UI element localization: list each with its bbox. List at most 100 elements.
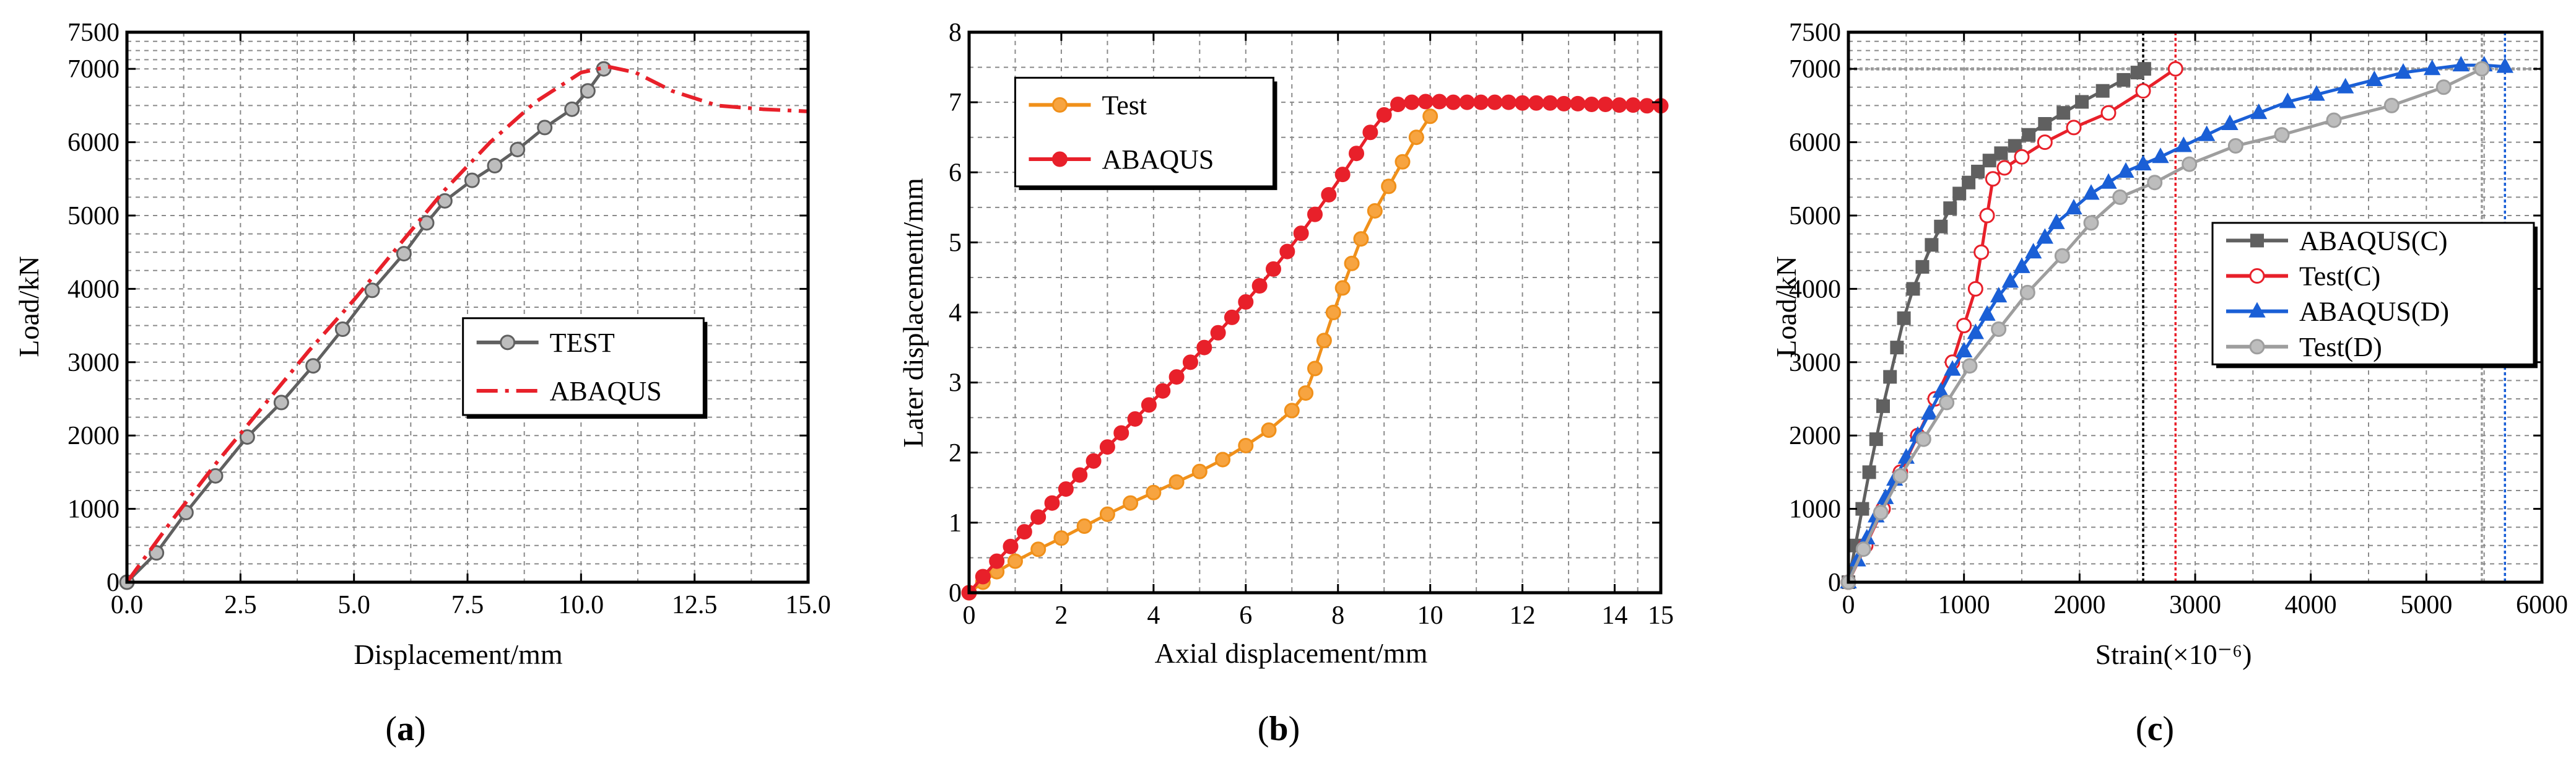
panel-b-y-tick-label: 7 bbox=[949, 89, 962, 117]
panel-a-series-line bbox=[125, 64, 809, 583]
panel-a-tag: (a) bbox=[385, 710, 425, 748]
panel-b-data-point bbox=[1390, 97, 1406, 113]
panel-c-data-point bbox=[2038, 117, 2052, 131]
panel-a-legend-label: TEST bbox=[550, 328, 615, 358]
panel-b-data-point bbox=[1210, 325, 1226, 341]
panel-b-data-point bbox=[1196, 339, 1212, 356]
panel-b-y-tick-label: 6 bbox=[949, 159, 962, 187]
panel-b-data-point bbox=[1076, 518, 1092, 535]
panel-c-data-point bbox=[2082, 184, 2100, 200]
panel-c-data-point bbox=[2221, 114, 2239, 130]
panel-c-data-point bbox=[2048, 213, 2065, 229]
panel-b-data-point bbox=[1072, 467, 1088, 483]
panel-a-data-point bbox=[334, 321, 350, 338]
panel-a-y-tick-label: 7000 bbox=[67, 55, 120, 84]
panel-b-data-point bbox=[1408, 129, 1424, 146]
panel-b-data-point bbox=[1146, 484, 1162, 500]
panel-b-data-point bbox=[1086, 453, 1102, 469]
panel-c-chart: 0 1000 2000 3000 4000 5000 6000 0 1000 2000 3000 40… bbox=[1770, 19, 2568, 748]
panel-c-tag-letter: c bbox=[2147, 710, 2163, 748]
panel-b-data-point bbox=[1053, 530, 1069, 546]
panel-c-x-tick-label: 6000 bbox=[2516, 591, 2568, 619]
panel-b-x-tick-label: 12 bbox=[1510, 601, 1536, 630]
panel-b-data-point bbox=[1265, 261, 1281, 277]
panel-c-y-tick-label: 1000 bbox=[1789, 495, 1841, 524]
panel-a-x-tick-label: 12.5 bbox=[672, 591, 718, 619]
panel-c-data-point bbox=[2024, 243, 2042, 259]
panel-a-axes: 0.0 2.5 5.0 7.5 10.0 12.5 15.0 0 1000 2000 3000 400… bbox=[67, 19, 831, 619]
panel-c-y-tick-label: 6000 bbox=[1789, 129, 1841, 157]
panel-b-data-point bbox=[1307, 360, 1323, 377]
panel-b-data-point bbox=[1515, 95, 1531, 111]
panel-c-legend-label: Test(D) bbox=[2299, 332, 2382, 362]
panel-c-data-point bbox=[1876, 399, 1890, 413]
panel-b-data-point bbox=[1528, 95, 1544, 111]
panel-b-legend-box bbox=[1014, 77, 1274, 188]
panel-c-data-point bbox=[2100, 105, 2117, 121]
panel-a-data-point bbox=[305, 358, 321, 374]
panel-c-data-point bbox=[1934, 219, 1948, 233]
panel-c-data-point bbox=[1932, 382, 1950, 398]
panel-c-y-tick-label: 7000 bbox=[1789, 55, 1841, 84]
panel-c-legend-box bbox=[2211, 222, 2535, 365]
panel-b-y-tick-label: 4 bbox=[949, 299, 962, 328]
panel-b-x-tick-label: 0 bbox=[963, 601, 976, 630]
panel-a-y-tick-label: 1000 bbox=[67, 495, 120, 524]
panel-c-data-point bbox=[2167, 61, 2183, 77]
panel-b-data-point bbox=[1321, 186, 1337, 203]
panel-a-data-point bbox=[396, 246, 412, 262]
panel-c-data-point bbox=[1943, 201, 1957, 216]
panel-b-data-point bbox=[1030, 509, 1046, 525]
panel-a-legend-label: ABAQUS bbox=[550, 376, 662, 406]
panel-c-legend-marker bbox=[2249, 339, 2265, 355]
panel-b-x-tick-label: 15 bbox=[1648, 601, 1674, 630]
panel-c-data-point bbox=[1952, 186, 1967, 201]
panel-c-data-point bbox=[2117, 162, 2134, 178]
panel-a-data-point bbox=[487, 157, 503, 173]
panel-c-data-point bbox=[2423, 59, 2441, 76]
panel-b-data-point bbox=[1279, 243, 1295, 260]
panel-c-data-point bbox=[2001, 272, 2019, 288]
panel-a-data-point bbox=[273, 395, 289, 411]
panel-b-data-point bbox=[1417, 94, 1434, 110]
panel-c-data-point bbox=[2198, 125, 2216, 141]
panel-c-series-abaqus-c bbox=[1842, 62, 2151, 589]
panel-c-y-tick-label: 2000 bbox=[1789, 422, 1841, 450]
panel-c-legend: ABAQUS(C) Test(C) ABAQUS(D) Test(D) bbox=[2211, 222, 2538, 369]
panel-b-data-point bbox=[1459, 94, 1475, 110]
panel-c-data-point bbox=[2395, 63, 2412, 79]
panel-c-data-point bbox=[2496, 57, 2513, 73]
panel-a-y-tick-label: 0 bbox=[107, 569, 120, 597]
panel-a-y-axis-label: Load/kN bbox=[13, 256, 45, 357]
panel-c-legend-label: ABAQUS(C) bbox=[2299, 225, 2448, 256]
panel-b-tag-letter: b bbox=[1269, 710, 1288, 748]
panel-a-data-point bbox=[364, 282, 380, 299]
panel-c-data-point bbox=[2326, 112, 2342, 128]
panel-a-y-tick-label: 7500 bbox=[67, 19, 120, 47]
panel-a-series-abaqus bbox=[125, 64, 809, 583]
panel-c-data-point bbox=[2056, 106, 2071, 120]
panel-b-data-point bbox=[1141, 397, 1157, 413]
panel-a-y-tick-label: 6000 bbox=[67, 129, 120, 157]
panel-c-data-point bbox=[2175, 136, 2193, 152]
panel-c-data-point bbox=[2066, 120, 2082, 136]
panel-a-y-tick-label: 3000 bbox=[67, 349, 120, 377]
panel-c-data-point bbox=[2083, 215, 2099, 231]
panel-b-y-axis-label: Later displacement/mm bbox=[897, 178, 929, 448]
panel-c-legend-marker bbox=[2248, 302, 2266, 318]
panel-c-data-point bbox=[1996, 160, 2012, 176]
panel-b-y-tick-label: 8 bbox=[949, 19, 962, 47]
panel-c-data-point bbox=[2147, 175, 2163, 191]
panel-b-data-point bbox=[1334, 280, 1351, 296]
panel-c-data-point bbox=[1869, 432, 1883, 447]
panel-c-data-point bbox=[2036, 228, 2054, 244]
panel-c-data-point bbox=[1991, 321, 2007, 338]
panel-b-data-point bbox=[1030, 541, 1046, 557]
panel-c-data-point bbox=[1985, 171, 2001, 187]
panel-b-data-point bbox=[1611, 97, 1627, 113]
panel-b-y-tick-label: 0 bbox=[949, 579, 962, 608]
panel-a-x-tick-label: 7.5 bbox=[451, 591, 484, 619]
panel-b-data-point bbox=[1404, 94, 1420, 110]
